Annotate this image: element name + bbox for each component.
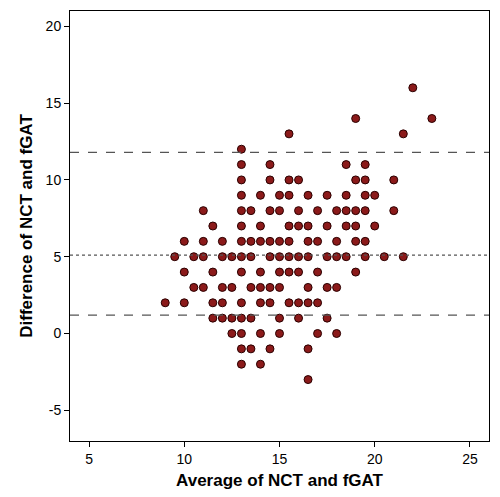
svg-text:-5: -5 xyxy=(49,402,62,418)
svg-text:Average of NCT and fGAT: Average of NCT and fGAT xyxy=(176,471,383,490)
svg-text:15: 15 xyxy=(272,451,288,467)
svg-text:5: 5 xyxy=(85,451,93,467)
svg-text:20: 20 xyxy=(46,18,62,34)
svg-text:5: 5 xyxy=(53,249,61,265)
svg-text:15: 15 xyxy=(46,95,62,111)
svg-text:25: 25 xyxy=(462,451,478,467)
svg-text:Difference of NCT and fGAT: Difference of NCT and fGAT xyxy=(17,114,36,338)
svg-text:10: 10 xyxy=(46,172,62,188)
svg-text:10: 10 xyxy=(176,451,192,467)
svg-text:20: 20 xyxy=(367,451,383,467)
svg-text:0: 0 xyxy=(53,325,61,341)
